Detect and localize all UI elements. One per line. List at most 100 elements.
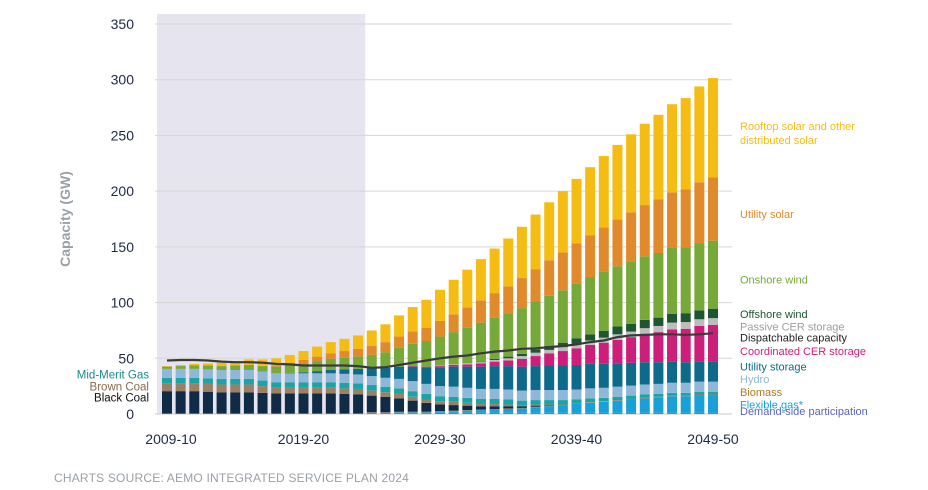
bar-segment (435, 336, 445, 366)
x-tick-label: 2049-50 (687, 431, 739, 447)
bar-segment (475, 409, 486, 411)
bar-segment (598, 271, 609, 331)
bar-segment (366, 385, 377, 391)
bar-segment (639, 397, 650, 399)
legend-label: Utility solar (740, 209, 794, 221)
bar-segment (202, 413, 213, 414)
bar-segment (325, 373, 336, 383)
bar-segment (175, 383, 186, 392)
bar-segment (503, 408, 514, 409)
bar-segment (421, 413, 432, 414)
bar-segment (448, 410, 459, 412)
bar-segment (216, 366, 227, 370)
bar-segment (626, 337, 637, 363)
bar-segment (298, 363, 309, 373)
bar-segment (271, 387, 282, 394)
bar-segment (175, 364, 186, 367)
bar-segment (284, 364, 295, 373)
bar-segment (530, 349, 541, 353)
bar-segment (394, 393, 405, 399)
bar-segment (257, 366, 268, 372)
bar-segment (448, 332, 459, 365)
bar-segment (708, 78, 718, 178)
bar-segment (653, 114, 664, 200)
bar-segment (516, 356, 527, 359)
bar-segment (585, 344, 596, 364)
source-note: CHARTS SOURCE: AEMO INTEGRATED SERVICE P… (54, 471, 410, 485)
bar-segment (366, 376, 377, 386)
bar-segment (407, 381, 418, 392)
bar-segment (339, 388, 350, 394)
bar-segment (380, 324, 391, 343)
bar-segment (557, 252, 568, 291)
bar-segment (189, 391, 200, 414)
bar-segment (571, 403, 582, 413)
bar-segment (271, 393, 282, 414)
bar-segment (298, 372, 309, 374)
bar-segment (312, 373, 323, 383)
bar-segment (298, 359, 309, 364)
bar-segment (421, 327, 432, 342)
bar-segment (257, 386, 268, 393)
bar-segment (312, 382, 323, 388)
bar-segment (339, 382, 350, 389)
bar-segment (639, 412, 650, 414)
bar-segment (421, 383, 432, 394)
bar-segment (462, 387, 473, 398)
bar-segment (353, 383, 364, 389)
bar-segment (353, 356, 364, 369)
bar-segment (585, 412, 596, 414)
bar-segment (667, 412, 678, 414)
bar-segment (612, 363, 623, 387)
bar-segment (530, 366, 541, 391)
bar-segment (284, 393, 295, 414)
bar-segment (366, 390, 377, 396)
bar-segment (489, 361, 500, 367)
bar-segment (462, 412, 473, 414)
bar-segment (162, 366, 172, 367)
bar-segment (694, 319, 705, 326)
bar-segment (339, 393, 350, 414)
bar-segment (557, 412, 568, 414)
bar-segment (298, 351, 309, 360)
bar-segment (407, 400, 418, 412)
bar-segment (489, 317, 500, 359)
bar-segment (189, 363, 200, 366)
bar-segment (325, 353, 336, 359)
bar-segment (394, 398, 405, 412)
bar-segment (708, 324, 718, 362)
bar-segment (162, 366, 172, 369)
bar-segment (475, 412, 486, 414)
legend-label: Biomass (740, 387, 783, 399)
bar-segment (257, 392, 268, 414)
bar-segment (694, 395, 705, 413)
bar-segment (339, 413, 350, 414)
bar-segment (544, 406, 555, 413)
bar-segment (530, 404, 541, 406)
bar-segment (708, 391, 718, 395)
bar-segment (366, 412, 377, 413)
bar-segment (544, 390, 555, 401)
bar-segment (421, 299, 432, 328)
bar-segment (653, 252, 664, 318)
bar-segment (708, 177, 718, 241)
bar-segment (544, 295, 555, 347)
bar-segment (626, 261, 637, 324)
bar-segment (667, 382, 678, 393)
bar-segment (421, 367, 432, 384)
bar-segment (339, 338, 350, 352)
bar-segment (708, 381, 718, 392)
bar-segment (571, 364, 582, 390)
y-tick-label: 150 (111, 239, 135, 255)
bar-segment (271, 366, 282, 374)
bar-segment (216, 413, 227, 414)
bar-segment (475, 388, 486, 399)
bar-segment (230, 384, 241, 393)
bar-segment (462, 410, 473, 413)
bar-segment (435, 320, 445, 337)
bar-segment (230, 369, 241, 379)
bar-segment (598, 412, 609, 414)
bar-segment (503, 360, 514, 367)
bar-segment (516, 407, 527, 409)
bar-segment (639, 123, 650, 206)
